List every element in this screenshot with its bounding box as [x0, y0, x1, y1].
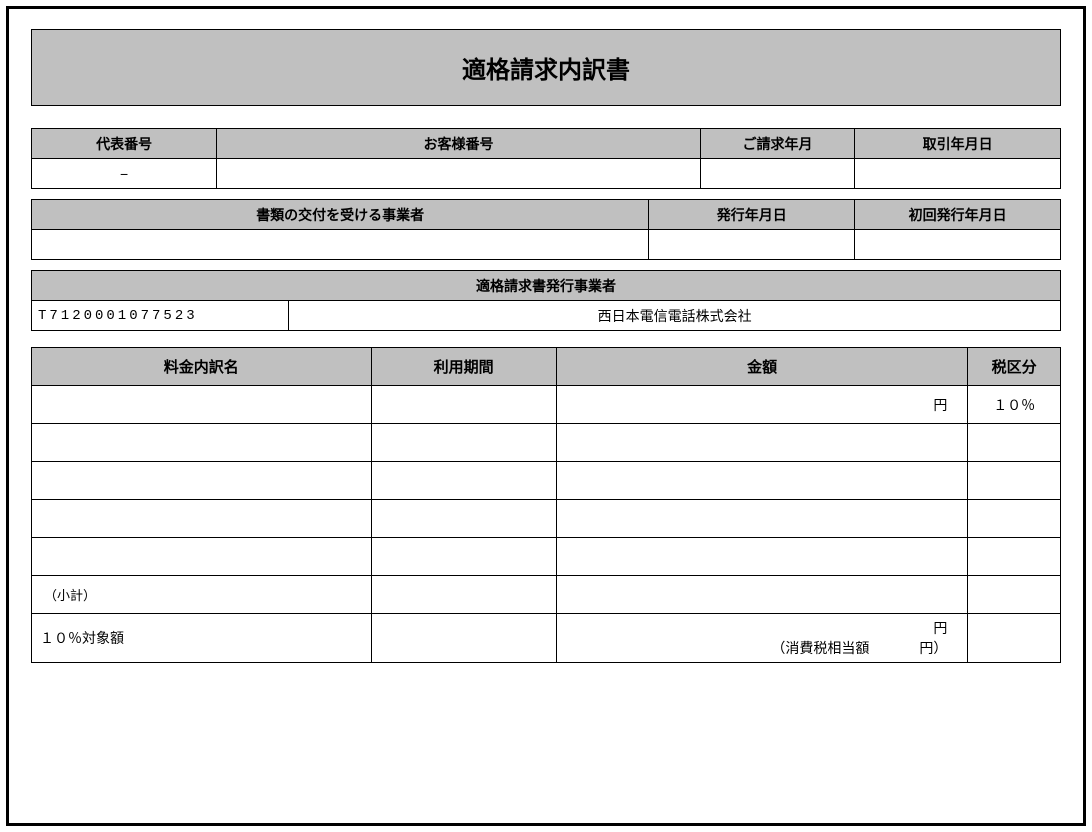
val-representative-number: − — [32, 159, 217, 189]
tax-target-amount: 円 （消費税相当額 円） — [556, 614, 968, 663]
cell-period — [371, 462, 556, 500]
col-representative-number: 代表番号 — [32, 129, 217, 159]
cell-tax-class — [968, 462, 1061, 500]
col-issue-date: 発行年月日 — [649, 200, 855, 230]
cell-tax-class — [968, 538, 1061, 576]
table-row — [32, 500, 1061, 538]
subtotal-amount — [556, 576, 968, 614]
issuer-header: 適格請求書発行事業者 — [32, 271, 1061, 301]
issuer-table: 適格請求書発行事業者 T7120001077523 西日本電信電話株式会社 — [31, 270, 1061, 331]
val-first-issue-date — [855, 230, 1061, 260]
col-billing-month: ご請求年月 — [700, 129, 854, 159]
col-transaction-date: 取引年月日 — [855, 129, 1061, 159]
tax-target-row: １０％対象額 円 （消費税相当額 円） — [32, 614, 1061, 663]
table-row — [32, 538, 1061, 576]
val-billing-month — [700, 159, 854, 189]
recipient-table: 書類の交付を受ける事業者 発行年月日 初回発行年月日 — [31, 199, 1061, 260]
tax-amount-top: 円 — [933, 618, 947, 638]
subtotal-tax-class — [968, 576, 1061, 614]
col-first-issue-date: 初回発行年月日 — [855, 200, 1061, 230]
col-customer-number: お客様番号 — [217, 129, 701, 159]
subtotal-period — [371, 576, 556, 614]
col-item-name: 料金内訳名 — [32, 348, 372, 386]
page-border: 適格請求内訳書 代表番号 お客様番号 ご請求年月 取引年月日 − — [6, 6, 1086, 826]
val-transaction-date — [855, 159, 1061, 189]
cell-period — [371, 386, 556, 424]
cell-tax-class — [968, 424, 1061, 462]
col-recipient: 書類の交付を受ける事業者 — [32, 200, 649, 230]
cell-tax-class — [968, 500, 1061, 538]
cell-item-name — [32, 538, 372, 576]
cell-amount — [556, 538, 968, 576]
col-tax-class: 税区分 — [968, 348, 1061, 386]
table-row — [32, 424, 1061, 462]
cell-period — [371, 500, 556, 538]
table-row: 円 １０％ — [32, 386, 1061, 424]
document-title: 適格請求内訳書 — [31, 29, 1061, 106]
detail-table: 料金内訳名 利用期間 金額 税区分 円 １０％ — [31, 347, 1061, 663]
cell-period — [371, 424, 556, 462]
subtotal-row: （小計） — [32, 576, 1061, 614]
table-row — [32, 462, 1061, 500]
cell-amount — [556, 424, 968, 462]
issuer-name: 西日本電信電話株式会社 — [289, 301, 1061, 331]
tax-equivalent-value: 円） — [919, 638, 947, 658]
tax-target-label: １０％対象額 — [32, 614, 372, 663]
val-customer-number — [217, 159, 701, 189]
subtotal-label: （小計） — [32, 576, 372, 614]
cell-amount — [556, 500, 968, 538]
cell-amount — [556, 462, 968, 500]
cell-period — [371, 538, 556, 576]
tax-target-class — [968, 614, 1061, 663]
cell-item-name — [32, 500, 372, 538]
cell-amount: 円 — [556, 386, 968, 424]
cell-tax-class: １０％ — [968, 386, 1061, 424]
tax-equivalent-label: （消費税相当額 — [771, 638, 869, 658]
cell-item-name — [32, 424, 372, 462]
val-issue-date — [649, 230, 855, 260]
col-amount: 金額 — [556, 348, 968, 386]
cell-item-name — [32, 386, 372, 424]
tax-target-period — [371, 614, 556, 663]
val-recipient — [32, 230, 649, 260]
issuer-id: T7120001077523 — [32, 301, 289, 331]
col-usage-period: 利用期間 — [371, 348, 556, 386]
header-info-table: 代表番号 お客様番号 ご請求年月 取引年月日 − — [31, 128, 1061, 189]
cell-item-name — [32, 462, 372, 500]
